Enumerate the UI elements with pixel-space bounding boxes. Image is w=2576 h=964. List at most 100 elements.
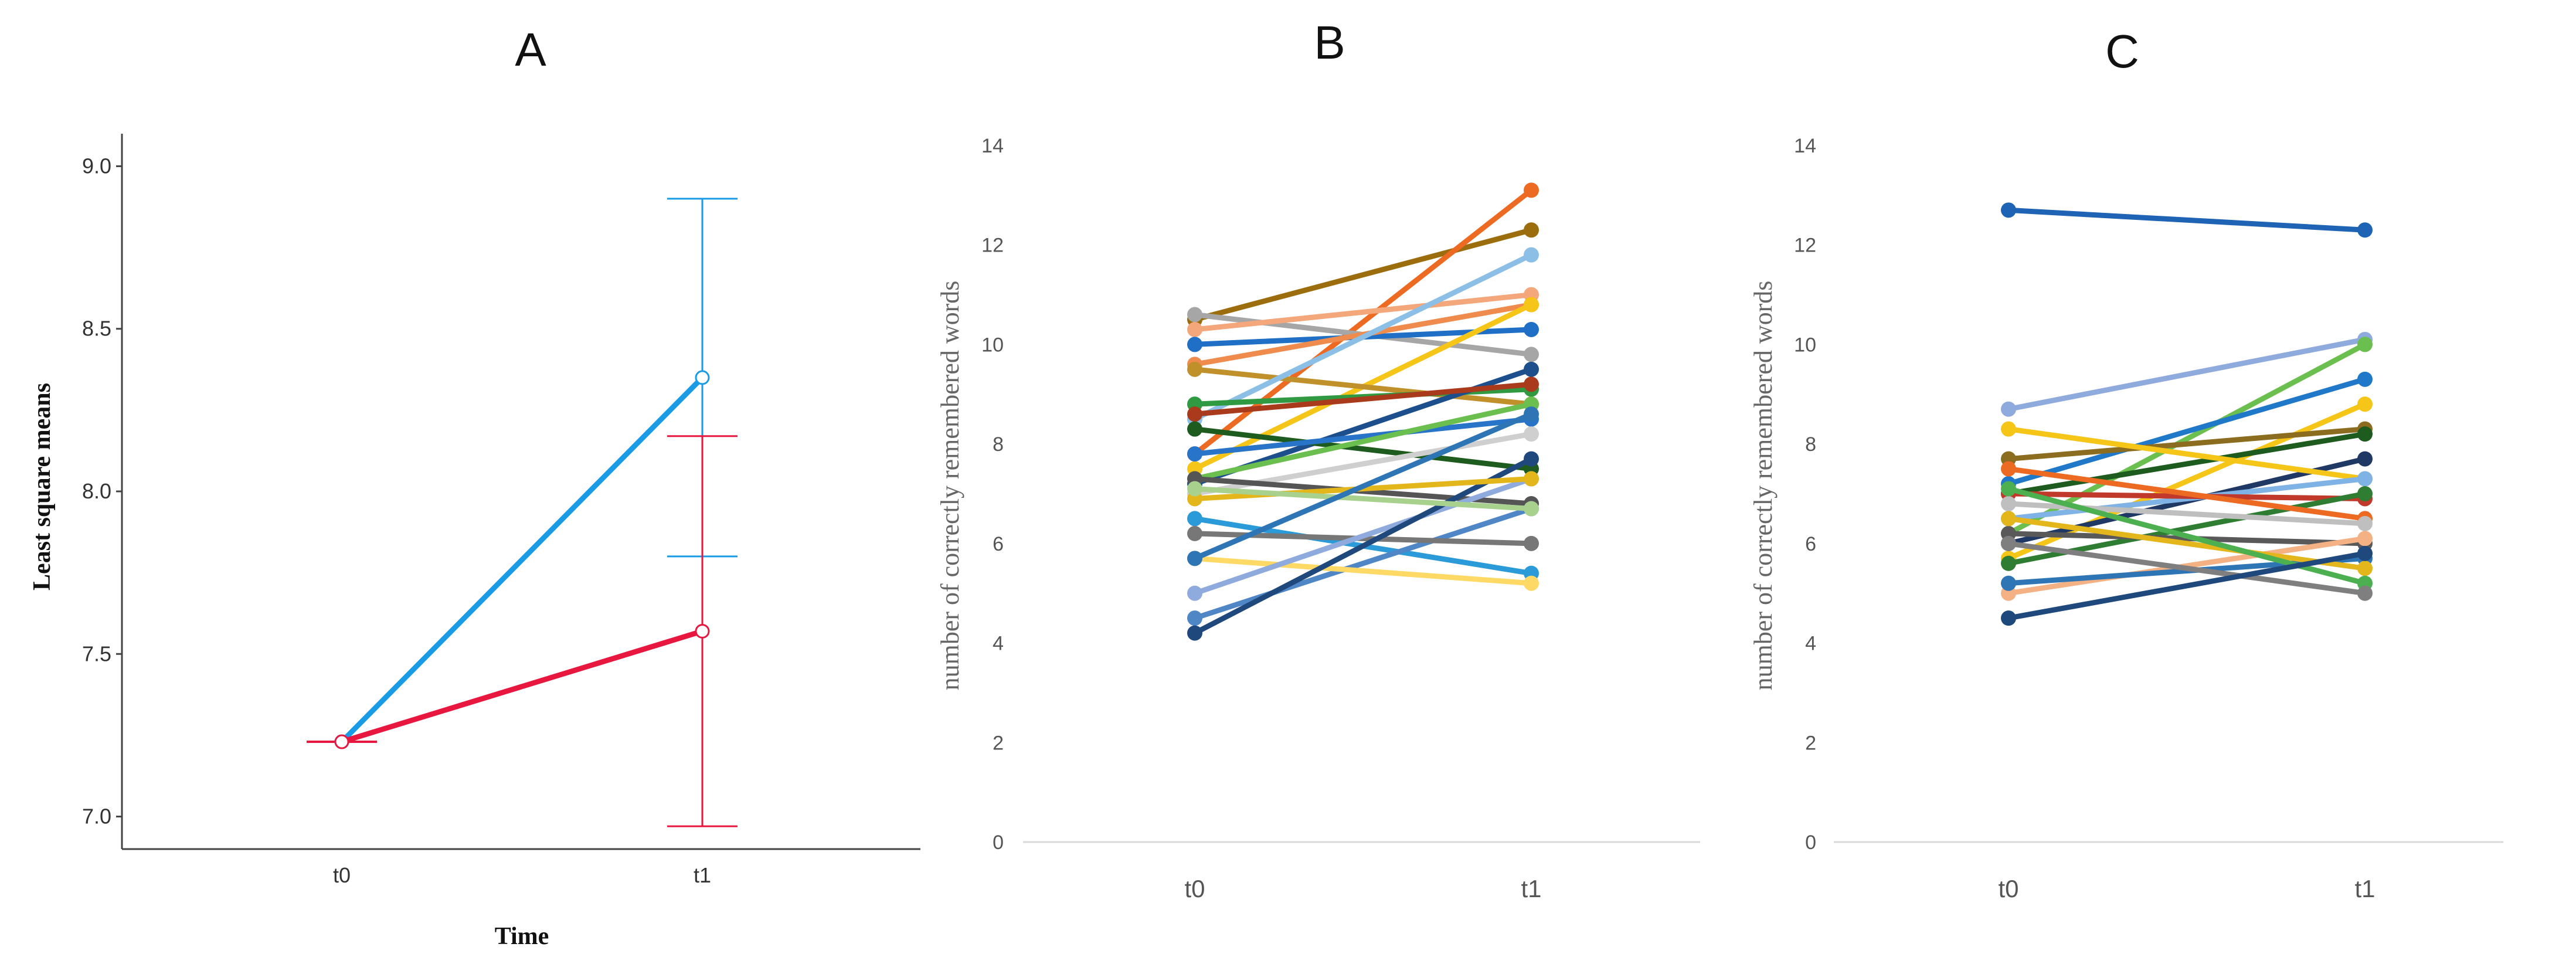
series-point-s5 bbox=[1524, 321, 1539, 337]
series-line-s19 bbox=[2006, 486, 2368, 586]
series-point-s25 bbox=[1187, 481, 1202, 497]
panel-a-y-tick-label: 7.5 bbox=[82, 641, 111, 666]
panel-y-tick-label: 0 bbox=[993, 831, 1004, 854]
series-point-s21 bbox=[2357, 545, 2373, 561]
series-line-s4 bbox=[1192, 292, 1534, 332]
series-point-s18 bbox=[2001, 511, 2016, 527]
series-line-s26 bbox=[1192, 411, 1534, 561]
series-point-s26 bbox=[1187, 551, 1202, 566]
series-point-s5 bbox=[1187, 337, 1202, 352]
panel-b-x-tick-t1: t1 bbox=[1521, 875, 1541, 902]
panel-y-tick-label: 10 bbox=[1794, 334, 1816, 356]
series-point-s14 bbox=[2357, 515, 2373, 531]
panel-b-y-label: number of correctly remembered words bbox=[936, 281, 964, 691]
panel-a-x-tick-t1: t1 bbox=[694, 863, 711, 887]
series-point-s14 bbox=[1187, 446, 1202, 462]
panel-y-tick-label: 4 bbox=[993, 633, 1004, 655]
series-point-s20 bbox=[2357, 585, 2373, 601]
series-line-s15 bbox=[1192, 401, 1534, 482]
panel-y-tick-label: 4 bbox=[1805, 633, 1816, 655]
series-point-s3 bbox=[2357, 337, 2373, 352]
panel-b-series bbox=[1187, 182, 1539, 641]
series-line-s2 bbox=[2006, 337, 2368, 412]
panel-a-y-label: Least square means bbox=[29, 383, 56, 590]
series-point-s26 bbox=[1524, 406, 1539, 422]
series-point-s13 bbox=[2001, 461, 2016, 477]
panel-a-x-tick-t0: t0 bbox=[333, 863, 351, 887]
series-point-s22 bbox=[1187, 585, 1202, 601]
panel-b-grid: 0 2 4 6 8 10 12 14 bbox=[981, 135, 1700, 854]
panel-c-series bbox=[2001, 202, 2373, 626]
panel-y-tick-label: 6 bbox=[1805, 533, 1816, 555]
panel-c-y-label: number of correctly remembered words bbox=[1749, 281, 1778, 691]
series-point-s14 bbox=[2001, 495, 2016, 511]
series-line-s1 bbox=[1192, 227, 1534, 323]
series-point-s25 bbox=[1524, 501, 1539, 517]
series-line-s20 bbox=[2006, 541, 2368, 596]
series-line-s9 bbox=[2006, 426, 2368, 482]
series-line-s23 bbox=[1192, 456, 1534, 636]
series-line-s21 bbox=[1192, 555, 1534, 586]
series-point-s23 bbox=[1524, 451, 1539, 467]
series-point-s7 bbox=[1524, 297, 1539, 313]
panel-y-tick-label: 8 bbox=[1805, 433, 1816, 456]
series-line-s8 bbox=[1192, 366, 1534, 407]
series-point-s16 bbox=[2357, 531, 2373, 547]
panel-a-y-tick-label: 8.0 bbox=[82, 479, 111, 503]
panel-a-series-line bbox=[339, 628, 705, 745]
series-line-s13 bbox=[1192, 426, 1534, 472]
series-point-s1 bbox=[1524, 222, 1539, 238]
panel-y-tick-label: 14 bbox=[981, 135, 1004, 157]
series-point-s8 bbox=[2357, 451, 2373, 467]
series-point-s10 bbox=[2357, 471, 2373, 487]
series-line-s14 bbox=[1192, 416, 1534, 457]
panel-y-tick-label: 12 bbox=[981, 235, 1004, 257]
series-point-s19 bbox=[2001, 481, 2016, 497]
series-point-s1 bbox=[2357, 222, 2373, 238]
series-line-s4 bbox=[2006, 376, 2368, 487]
series-point-s17 bbox=[2001, 575, 2016, 591]
series-point-s2 bbox=[1524, 182, 1539, 198]
panel-a-point bbox=[334, 734, 349, 749]
series-point-s20 bbox=[1187, 525, 1202, 541]
panel-y-tick-label: 2 bbox=[993, 732, 1004, 754]
series-point-s11 bbox=[1524, 361, 1539, 377]
panel-b: B 0 2 4 6 8 10 12 14 t0 t1 number of correctly … bbox=[936, 16, 1700, 902]
panel-a-title: A bbox=[515, 23, 546, 76]
panel-a-series-line bbox=[339, 375, 705, 745]
panel-a-y-tick-label: 8.5 bbox=[82, 317, 111, 341]
series-point-s18 bbox=[2357, 561, 2373, 576]
panel-b-title: B bbox=[1314, 16, 1345, 69]
series-point-s21 bbox=[2001, 610, 2016, 626]
series-line-s7 bbox=[2006, 431, 2368, 497]
panel-c-title: C bbox=[2105, 25, 2139, 77]
series-line-s19 bbox=[1192, 505, 1534, 621]
series-line-s18 bbox=[2006, 515, 2368, 571]
panel-c-grid: 0 2 4 6 8 10 12 14 bbox=[1794, 135, 2503, 854]
series-point-s20 bbox=[2001, 535, 2016, 551]
series-point-s16 bbox=[1524, 426, 1539, 442]
series-line-s6 bbox=[2006, 426, 2368, 462]
panel-c-x-tick-t1: t1 bbox=[2354, 875, 2375, 902]
series-point-s2 bbox=[2001, 401, 2016, 417]
series-line-s9 bbox=[1192, 252, 1534, 422]
series-line-s12 bbox=[1192, 381, 1534, 417]
series-point-s7 bbox=[2357, 426, 2373, 442]
series-point-s8 bbox=[1187, 361, 1202, 377]
series-point-s12 bbox=[1187, 406, 1202, 422]
series-line-s25 bbox=[1192, 486, 1534, 511]
series-point-s23 bbox=[1187, 625, 1202, 641]
series-point-s24 bbox=[1524, 471, 1539, 487]
series-line-s22 bbox=[1192, 476, 1534, 596]
panel-y-tick-label: 14 bbox=[1794, 135, 1816, 157]
panel-a-series bbox=[307, 198, 738, 827]
panel-a-y-ticks: 7.0 7.5 8.0 8.5 9.0 bbox=[82, 154, 122, 829]
series-point-s4 bbox=[2357, 371, 2373, 387]
series-point-s3 bbox=[1524, 347, 1539, 362]
series-line-s13 bbox=[2006, 466, 2368, 521]
series-point-s12 bbox=[2357, 486, 2373, 501]
series-point-s21 bbox=[1524, 575, 1539, 591]
panel-y-tick-label: 6 bbox=[993, 533, 1004, 555]
series-point-s19 bbox=[1187, 610, 1202, 626]
